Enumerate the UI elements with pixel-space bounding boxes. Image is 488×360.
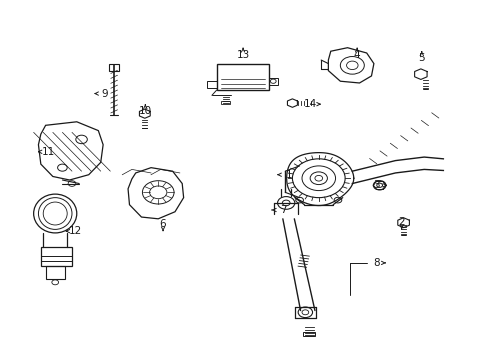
Text: 7: 7 bbox=[280, 205, 286, 215]
Bar bbox=[221, 100, 230, 104]
Text: 6: 6 bbox=[160, 219, 166, 229]
Bar bbox=[45, 266, 64, 279]
Text: 10: 10 bbox=[139, 106, 152, 116]
Bar bbox=[41, 247, 72, 266]
Text: 12: 12 bbox=[69, 226, 82, 236]
Text: 11: 11 bbox=[41, 147, 55, 157]
Text: 8: 8 bbox=[372, 258, 379, 268]
Text: 14: 14 bbox=[304, 99, 317, 109]
Text: 2: 2 bbox=[398, 217, 404, 227]
Text: 5: 5 bbox=[418, 53, 424, 63]
Text: 9: 9 bbox=[101, 89, 108, 99]
Text: 3: 3 bbox=[373, 180, 379, 190]
Text: 13: 13 bbox=[236, 50, 249, 60]
Bar bbox=[303, 332, 315, 336]
Bar bbox=[109, 64, 119, 71]
Text: 4: 4 bbox=[353, 50, 360, 60]
Bar bbox=[216, 64, 269, 90]
Text: 1: 1 bbox=[285, 170, 292, 180]
